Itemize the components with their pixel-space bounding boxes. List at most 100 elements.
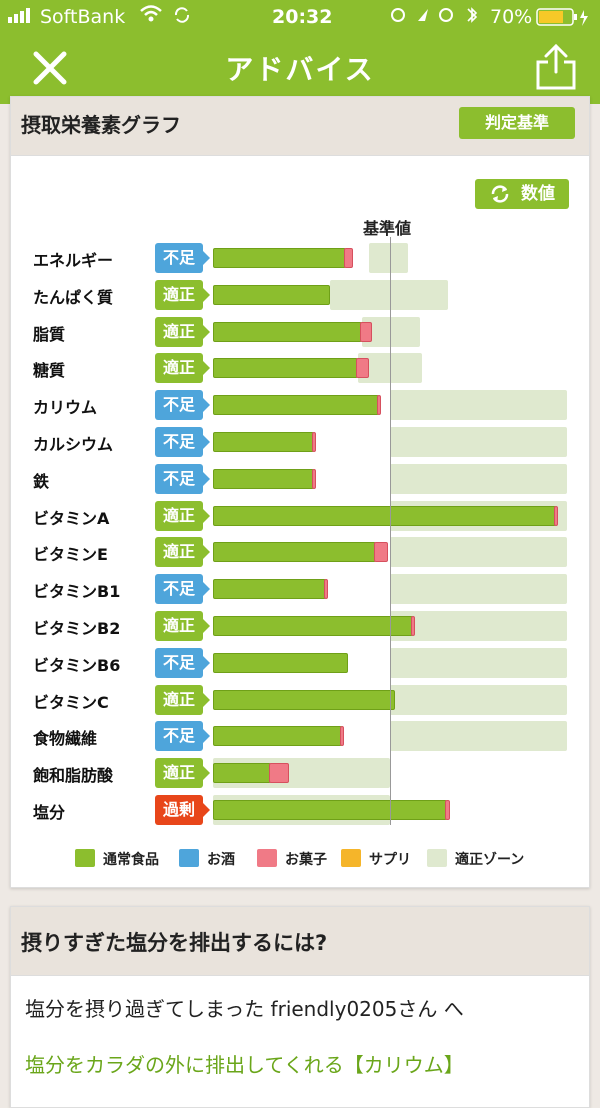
advice-card-header: 摂りすぎた塩分を排出するには? [11, 907, 589, 976]
close-icon[interactable] [30, 48, 70, 88]
nutrient-name: ビタミンB2 [33, 619, 121, 638]
status-bar: SoftBank 20:32 70% [0, 0, 600, 34]
snack-bar [377, 395, 382, 416]
graph-title: 摂取栄養素グラフ [21, 113, 181, 137]
adequate-zone [390, 647, 567, 678]
sync-icon [172, 5, 192, 30]
legend-label: サプリ [369, 852, 411, 868]
nutrient-row: ビタミンB1 不足 [11, 574, 589, 605]
legend-swatch [75, 849, 95, 867]
food-bar [213, 726, 343, 747]
graph-card-header: 摂取栄養素グラフ 判定基準 [11, 97, 589, 156]
food-bar [213, 616, 413, 636]
nutrient-name: 鉄 [33, 471, 50, 491]
adequate-zone [390, 427, 567, 457]
battery-level: 70% [490, 6, 533, 28]
status-badge: 過剰 [155, 795, 210, 825]
status-badge: 適正 [155, 537, 210, 568]
nutrient-row: 飽和脂肪酸 適正 [11, 758, 589, 789]
nutrient-name: ビタミンC [33, 692, 109, 712]
legend-label: お菓子 [285, 852, 327, 868]
food-bar [213, 800, 447, 820]
legend-label: 通常食品 [103, 852, 159, 868]
status-badge: 適正 [155, 684, 210, 715]
food-bar [213, 358, 359, 379]
adequate-zone [368, 243, 408, 273]
nutrient-row: 食物繊維 不足 [11, 721, 589, 752]
advice-card: 摂りすぎた塩分を排出するには? 塩分を摂り過ぎてしまった friendly020… [10, 906, 590, 1108]
status-badge: 適正 [155, 353, 210, 384]
status-badge: 不足 [155, 390, 210, 421]
nutrient-row: ビタミンE 適正 [11, 537, 589, 568]
nutrient-row: ビタミンC 適正 [11, 684, 589, 715]
food-bar [213, 321, 362, 342]
advice-title: 摂りすぎた塩分を排出するには? [21, 931, 328, 955]
snack-bar [324, 579, 329, 600]
snack-bar [356, 358, 369, 379]
adequate-zone [390, 537, 567, 568]
snack-bar [411, 616, 415, 636]
adequate-zone [390, 574, 567, 605]
status-icons [388, 5, 488, 30]
numeric-toggle-label: 数値 [521, 184, 555, 204]
criteria-button[interactable]: 判定基準 [459, 107, 575, 139]
snack-bar [269, 763, 290, 784]
food-bar [213, 395, 380, 416]
snack-bar [554, 505, 559, 526]
snack-bar [373, 542, 389, 563]
legend-label: 適正ゾーン [455, 852, 525, 868]
nutrient-row: カルシウム 不足 [11, 427, 589, 457]
food-bar [213, 284, 330, 305]
adequate-zone [390, 611, 567, 641]
status-badge: 不足 [155, 463, 210, 494]
legend-label: お酒 [207, 852, 235, 868]
adequate-zone [390, 390, 567, 421]
legend-swatch [341, 849, 361, 867]
nutrient-row: エネルギー 不足 [11, 243, 589, 273]
reference-line [390, 237, 391, 825]
food-bar [213, 432, 314, 452]
legend-swatch [179, 849, 199, 867]
status-badge: 適正 [155, 500, 210, 531]
nutrient-name: 食物繊維 [33, 729, 98, 749]
snack-bar [311, 468, 316, 489]
adequate-zone [390, 721, 567, 752]
nutrient-name: エネルギー [33, 251, 114, 270]
nutrient-row: ビタミンA 適正 [11, 500, 589, 531]
nutrient-row: カリウム 不足 [11, 390, 589, 421]
food-bar [213, 468, 314, 489]
nutrient-row: たんぱく質 適正 [11, 279, 589, 310]
advice-message: 塩分を摂り過ぎてしまった friendly0205さん へ [25, 997, 464, 1021]
nutrient-row: 脂質 適正 [11, 316, 589, 347]
snack-bar [343, 248, 353, 268]
legend-swatch [257, 849, 277, 867]
status-badge: 不足 [155, 574, 210, 605]
nutrient-name: ビタミンB6 [33, 655, 121, 675]
food-bar [213, 579, 327, 600]
nutrient-row: 糖質 適正 [11, 353, 589, 384]
reference-label: 基準値 [363, 219, 412, 238]
nutrient-name: たんぱく質 [33, 287, 114, 307]
status-badge: 適正 [155, 316, 210, 347]
food-bar [213, 652, 348, 673]
nutrient-row: ビタミンB6 不足 [11, 647, 589, 678]
status-badge: 不足 [155, 243, 210, 273]
food-bar [213, 542, 376, 563]
potassium-link[interactable]: 塩分をカラダの外に排出してくれる【カリウム】 [25, 1053, 464, 1077]
legend-swatch [427, 849, 447, 867]
battery-icon [536, 8, 590, 33]
signal-icon [8, 5, 36, 30]
adequate-zone [358, 353, 422, 384]
nutrient-name: カルシウム [33, 435, 114, 454]
numeric-toggle-button[interactable]: 数値 [475, 179, 569, 209]
status-badge: 適正 [155, 758, 210, 789]
nutrient-row: 鉄 不足 [11, 463, 589, 494]
snack-bar [311, 432, 316, 452]
snack-bar [359, 321, 373, 342]
food-bar [213, 763, 272, 784]
share-icon[interactable] [534, 42, 578, 92]
status-badge: 不足 [155, 647, 210, 678]
nutrient-graph-card: 摂取栄養素グラフ 判定基準 数値 基準値 エネルギー 不足 たんぱく質 適正 脂質 適正糖… [10, 96, 590, 888]
snack-bar [340, 726, 344, 747]
status-badge: 適正 [155, 611, 210, 641]
